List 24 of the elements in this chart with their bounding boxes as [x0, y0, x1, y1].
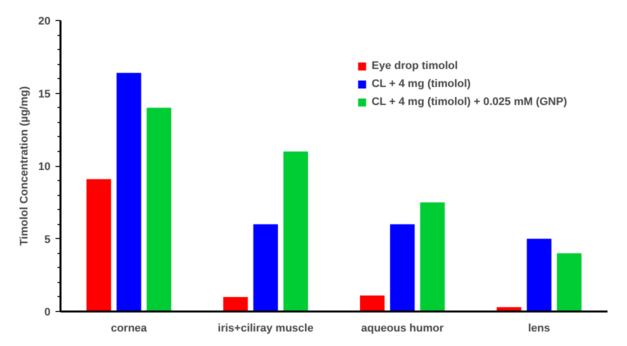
x-tick-label: cornea [110, 322, 148, 334]
x-tick-label: aqueous humor [361, 322, 444, 334]
y-tick-label: 15 [38, 88, 51, 100]
bar [86, 179, 112, 312]
bar [116, 72, 142, 312]
y-tick-label: 10 [38, 161, 51, 173]
bar [146, 108, 172, 312]
bar [223, 296, 248, 312]
y-tick-label: 20 [38, 16, 51, 28]
bar [283, 151, 308, 312]
x-tick-label: iris+ciliray muscle [218, 322, 314, 334]
y-axis-title: Timolol Concentration (µg/mg) [18, 86, 30, 246]
legend-label: Eye drop timolol [372, 60, 458, 72]
bar [253, 224, 278, 312]
bar [556, 253, 582, 312]
legend-label: CL + 4 mg (timolol) + 0.025 mM (GNP) [372, 96, 567, 108]
x-tick-label: lens [528, 322, 550, 334]
bar [390, 224, 415, 312]
y-tick-label: 5 [44, 234, 51, 246]
legend-label: CL + 4 mg (timolol) [372, 78, 471, 90]
bar [526, 238, 552, 312]
bar [360, 295, 385, 312]
y-tick-label: 0 [44, 306, 51, 318]
bar [420, 202, 445, 312]
